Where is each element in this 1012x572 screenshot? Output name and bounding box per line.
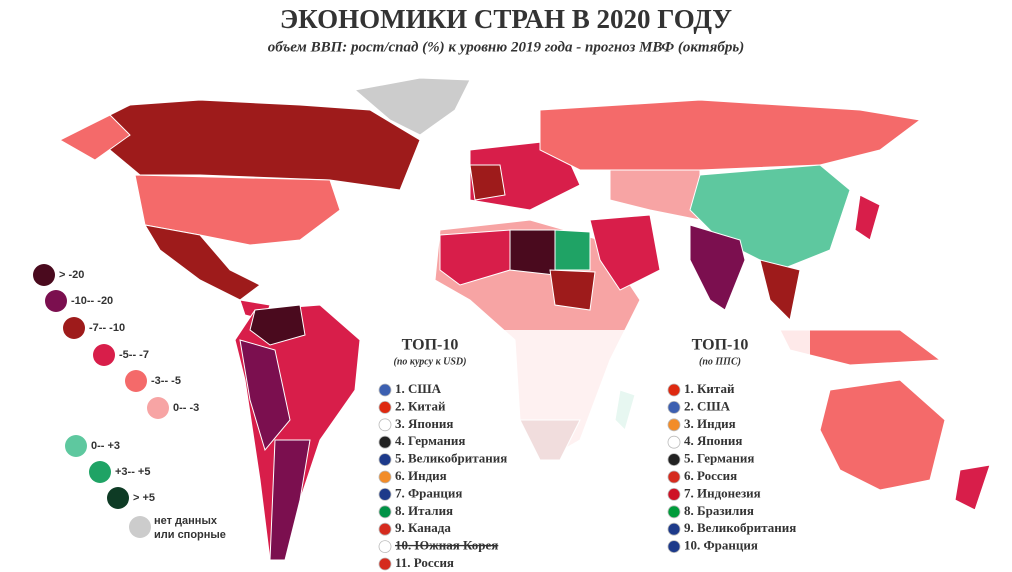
list-item: 8. Бразилия	[684, 503, 754, 518]
list-item: 9. Великобритания	[684, 520, 796, 535]
legend-label: -7-- -10	[89, 322, 125, 334]
legend-label: -5-- -7	[119, 349, 149, 361]
legend-swatch	[45, 290, 67, 312]
legend-swatch	[107, 487, 129, 509]
flag-icon	[667, 505, 681, 519]
flag-icon	[667, 522, 681, 536]
flag-icon	[667, 383, 681, 397]
legend-label-part: нет данных	[154, 515, 218, 527]
list-item: 5. Великобритания	[395, 451, 507, 466]
legend-label: > -20	[59, 269, 84, 281]
legend-swatch	[89, 461, 111, 483]
list-backdrop	[360, 330, 810, 572]
legend-swatch	[147, 397, 169, 419]
list-title: ТОП-10	[402, 337, 459, 354]
legend-swatch	[65, 435, 87, 457]
legend-label: > +5	[133, 492, 155, 504]
flag-icon	[667, 418, 681, 432]
list-item: 2. Китай	[395, 398, 446, 413]
list-item: 1. Китай	[684, 381, 735, 396]
list-item: 10. Южная Корея	[395, 538, 498, 553]
list-item: 4. Япония	[684, 433, 742, 448]
flag-icon	[378, 383, 392, 397]
flag-icon	[378, 400, 392, 414]
title: ЭКОНОМИКИ СТРАН В 2020 ГОДУ	[280, 4, 732, 34]
list-item: 3. Индия	[684, 416, 736, 431]
list-item: 9. Канада	[395, 520, 451, 535]
flag-icon	[378, 505, 392, 519]
flag-icon	[667, 400, 681, 414]
list-item: 3. Япония	[395, 416, 453, 431]
legend-label: +3-- +5	[115, 466, 150, 478]
list-item: 5. Германия	[684, 451, 754, 466]
list-subtitle: (по ППС)	[699, 356, 741, 367]
legend-label: 0-- +3	[91, 440, 120, 452]
flag-icon	[378, 418, 392, 432]
legend-swatch	[125, 370, 147, 392]
list-item: 4. Германия	[395, 433, 465, 448]
list-item: 6. Индия	[395, 468, 447, 483]
flag-icon	[378, 435, 392, 449]
flag-icon	[667, 540, 681, 553]
world-map	[58, 77, 991, 561]
flag-icon	[378, 453, 392, 467]
list-item: 6. Россия	[684, 468, 737, 483]
flag-icon	[378, 470, 392, 484]
flag-icon	[378, 557, 392, 571]
list-item: 11. Россия	[395, 555, 454, 570]
list-subtitle: (по курсу к USD)	[394, 356, 467, 367]
list-item: 7. Индонезия	[684, 485, 761, 500]
flag-icon	[378, 487, 392, 501]
list-item: 8. Италия	[395, 503, 453, 518]
subtitle: объем ВВП: рост/спад (%) к уровню 2019 г…	[268, 39, 745, 55]
flag-icon	[667, 435, 681, 449]
flag-icon	[378, 540, 392, 553]
list-item: 10. Франция	[684, 538, 758, 553]
flag-icon	[378, 522, 392, 536]
legend-label-part: или спорные	[154, 529, 226, 541]
legend-swatch	[129, 516, 151, 538]
list-item: 2. США	[684, 398, 731, 413]
list-item: 7. Франция	[395, 485, 462, 500]
legend-label: нет данных или спорные	[154, 515, 226, 541]
legend-label: -10-- -20	[71, 295, 113, 307]
legend-swatch	[93, 344, 115, 366]
flag-icon	[667, 487, 681, 501]
flag-icon	[667, 470, 681, 484]
list-title: ТОП-10	[692, 337, 749, 354]
legend-swatch	[33, 264, 55, 286]
flag-icon	[667, 453, 681, 467]
legend-swatch	[63, 317, 85, 339]
legend-label: -3-- -5	[151, 375, 181, 387]
legend-label: 0-- -3	[173, 402, 199, 414]
list-item: 1. США	[395, 381, 442, 396]
